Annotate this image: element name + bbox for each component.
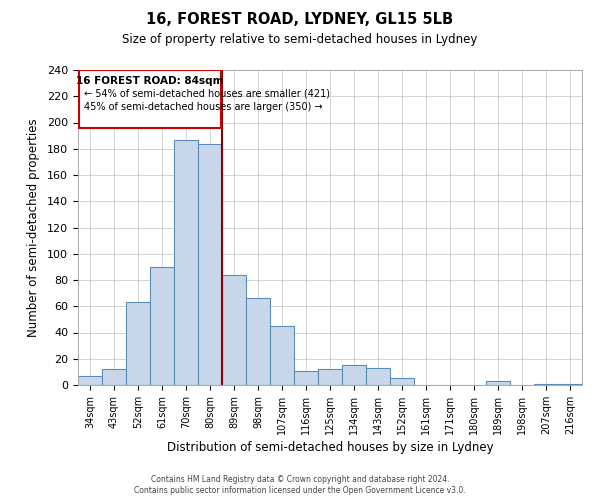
Bar xyxy=(486,381,510,385)
Text: 16 FOREST ROAD: 84sqm: 16 FOREST ROAD: 84sqm xyxy=(76,76,224,86)
Text: 45% of semi-detached houses are larger (350) →: 45% of semi-detached houses are larger (… xyxy=(84,102,323,112)
Bar xyxy=(558,384,582,385)
Bar xyxy=(366,368,390,385)
Text: ← 54% of semi-detached houses are smaller (421): ← 54% of semi-detached houses are smalle… xyxy=(84,88,330,99)
Bar xyxy=(534,384,558,385)
Bar xyxy=(222,275,246,385)
Bar xyxy=(150,267,174,385)
Y-axis label: Number of semi-detached properties: Number of semi-detached properties xyxy=(27,118,40,337)
Bar xyxy=(270,326,294,385)
Bar xyxy=(246,298,270,385)
Bar xyxy=(294,370,318,385)
Text: 16, FOREST ROAD, LYDNEY, GL15 5LB: 16, FOREST ROAD, LYDNEY, GL15 5LB xyxy=(146,12,454,28)
Bar xyxy=(342,366,366,385)
Text: Contains public sector information licensed under the Open Government Licence v3: Contains public sector information licen… xyxy=(134,486,466,495)
Bar xyxy=(174,140,198,385)
Bar xyxy=(78,376,102,385)
X-axis label: Distribution of semi-detached houses by size in Lydney: Distribution of semi-detached houses by … xyxy=(167,441,493,454)
Text: Size of property relative to semi-detached houses in Lydney: Size of property relative to semi-detach… xyxy=(122,32,478,46)
Bar xyxy=(126,302,150,385)
Bar xyxy=(318,369,342,385)
Bar xyxy=(102,369,126,385)
Text: Contains HM Land Registry data © Crown copyright and database right 2024.: Contains HM Land Registry data © Crown c… xyxy=(151,475,449,484)
Bar xyxy=(198,144,222,385)
Bar xyxy=(390,378,414,385)
FancyBboxPatch shape xyxy=(79,70,221,128)
